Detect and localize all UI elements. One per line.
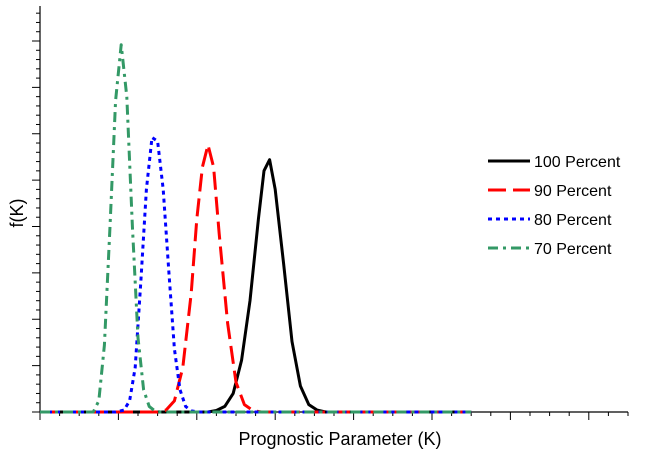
- y-axis-label: f(K): [7, 199, 27, 228]
- series-line-90-percent: [40, 143, 472, 414]
- series-line-100-percent: [40, 158, 472, 414]
- legend-label-70-percent: 70 Percent: [534, 241, 612, 258]
- x-axis-label: Prognostic Parameter (K): [238, 429, 441, 449]
- legend-label-100-percent: 100 Percent: [534, 154, 621, 171]
- series-line-70-percent: [40, 43, 472, 414]
- legend-label-80-percent: 80 Percent: [534, 212, 612, 229]
- series-layer: [40, 43, 472, 414]
- series-line-80-percent: [40, 136, 472, 414]
- legend-label-90-percent: 90 Percent: [534, 183, 612, 200]
- legend: 100 Percent 90 Percent 80 Percent 70 Percen…: [488, 154, 621, 258]
